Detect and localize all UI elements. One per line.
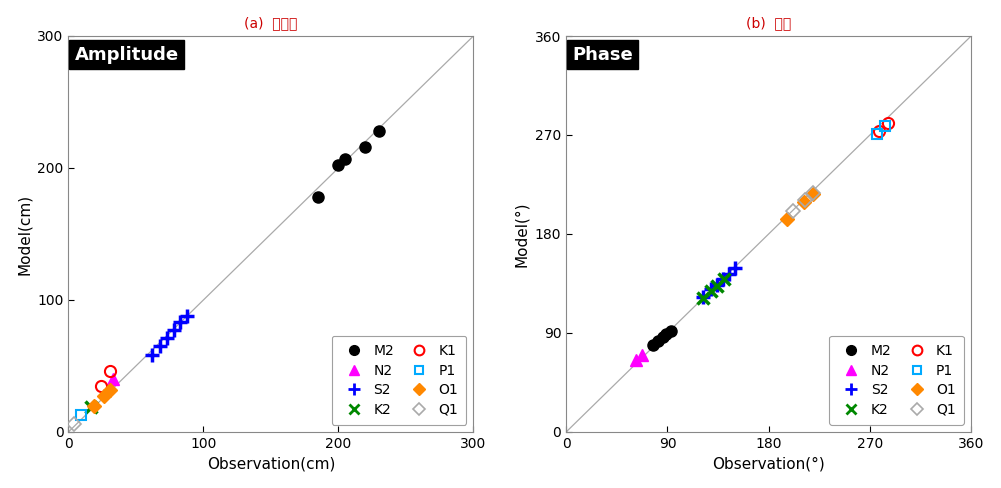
Y-axis label: Model(°): Model(°) [515, 201, 530, 267]
X-axis label: Observation(cm): Observation(cm) [207, 456, 335, 471]
Text: Amplitude: Amplitude [74, 46, 178, 64]
Text: Phase: Phase [573, 46, 633, 64]
Title: (a)  반조차: (a) 반조차 [244, 17, 297, 31]
Legend: M2, N2, S2, K2, K1, P1, O1, Q1: M2, N2, S2, K2, K1, P1, O1, Q1 [331, 336, 466, 425]
Title: (b)  지각: (b) 지각 [746, 17, 792, 31]
Y-axis label: Model(cm): Model(cm) [17, 193, 32, 275]
X-axis label: Observation(°): Observation(°) [713, 456, 825, 471]
Legend: M2, N2, S2, K2, K1, P1, O1, Q1: M2, N2, S2, K2, K1, P1, O1, Q1 [829, 336, 964, 425]
